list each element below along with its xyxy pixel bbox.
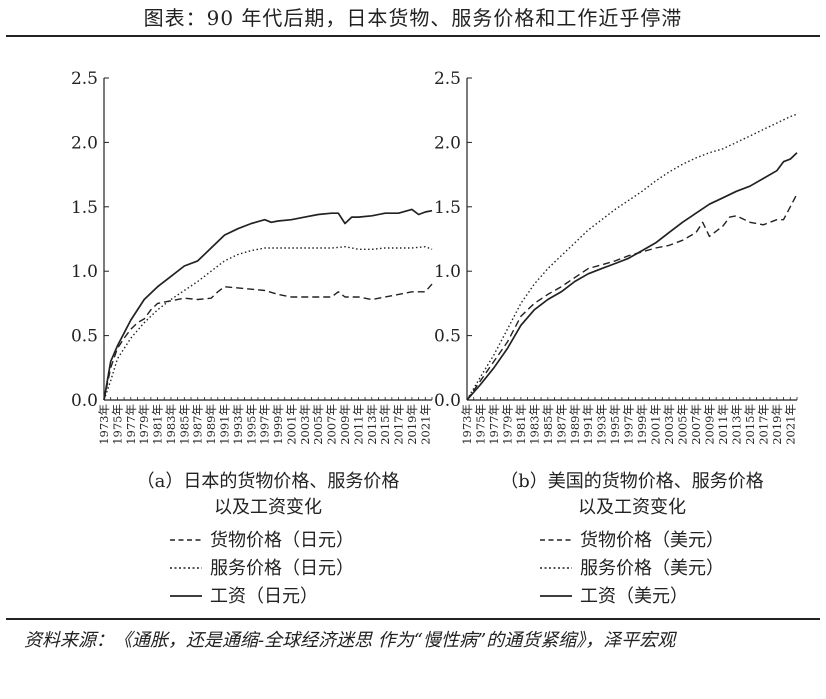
x-tick-label: 2001年 — [284, 404, 298, 445]
y-tick-label: 2.5 — [71, 69, 98, 89]
series-line-goods — [103, 283, 433, 401]
series-line-wages — [103, 208, 433, 401]
y-tick-label: 1.0 — [71, 262, 98, 282]
x-tick-label: 2007年 — [325, 404, 339, 445]
y-tick-label: 0.5 — [71, 327, 98, 347]
x-tick-label: 2019年 — [770, 404, 784, 445]
x-tick-label: 1983年 — [527, 404, 541, 445]
chart-caption: （b）美国的货物价格、服务价格 — [500, 471, 764, 492]
legend-label: 工资（日元） — [210, 586, 318, 607]
x-tick-label: 1997年 — [258, 404, 272, 445]
x-tick-label: 2011年 — [351, 404, 365, 445]
legend-label: 服务价格（日元） — [210, 558, 354, 579]
x-tick-label: 1993年 — [231, 404, 245, 445]
x-tick-label: 1973年 — [460, 404, 474, 445]
chart-caption: （a）日本的货物价格、服务价格 — [137, 471, 400, 492]
x-tick-label: 1999年 — [635, 404, 649, 445]
source-note: 资料来源：《通胀，还是通缩-全球经济迷思 作为“慢性病”的通货紧缩》，泽平宏观 — [24, 630, 676, 651]
x-tick-label: 1985年 — [541, 404, 555, 445]
x-tick-label: 1993年 — [595, 404, 609, 445]
series-line-services — [466, 113, 798, 401]
x-tick-label: 2013年 — [365, 404, 379, 445]
y-tick-label: 0.5 — [434, 327, 461, 347]
x-tick-label: 2009年 — [702, 404, 716, 445]
y-tick-label: 0.0 — [71, 391, 98, 411]
legend-label: 货物价格（日元） — [210, 530, 354, 551]
x-tick-label: 1981年 — [514, 404, 528, 445]
x-tick-label: 1991年 — [217, 404, 231, 445]
x-tick-label: 1975年 — [473, 404, 487, 445]
x-tick-label: 2005年 — [676, 404, 690, 445]
x-tick-label: 1979年 — [500, 404, 514, 445]
x-tick-label: 1999年 — [271, 404, 285, 445]
x-tick-label: 1989年 — [204, 404, 218, 445]
y-tick-label: 1.0 — [434, 262, 461, 282]
x-tick-label: 2015年 — [378, 404, 392, 445]
y-tick-label: 1.5 — [434, 198, 461, 218]
y-tick-label: 0.0 — [434, 391, 461, 411]
x-tick-label: 1983年 — [164, 404, 178, 445]
x-tick-label: 2009年 — [338, 404, 352, 445]
chart-caption: 以及工资变化 — [214, 497, 322, 518]
x-tick-label: 1995年 — [608, 404, 622, 445]
y-tick-label: 1.5 — [71, 198, 98, 218]
x-tick-label: 2019年 — [405, 404, 419, 445]
x-tick-label: 2017年 — [392, 404, 406, 445]
x-tick-label: 1995年 — [244, 404, 258, 445]
chart-caption: 以及工资变化 — [578, 497, 686, 518]
x-tick-label: 1981年 — [151, 404, 165, 445]
x-tick-label: 1989年 — [568, 404, 582, 445]
x-tick-label: 2003年 — [662, 404, 676, 445]
x-tick-label: 1987年 — [554, 404, 568, 445]
y-tick-label: 2.0 — [71, 133, 98, 153]
series-line-wages — [466, 152, 798, 401]
page-title: 图表：90 年代后期，日本货物、服务价格和工作近乎停滞 — [143, 6, 683, 30]
x-tick-label: 2021年 — [783, 404, 797, 445]
y-tick-label: 2.5 — [434, 69, 461, 89]
x-tick-label: 2013年 — [729, 404, 743, 445]
x-tick-label: 2015年 — [743, 404, 757, 445]
x-tick-label: 1975年 — [110, 404, 124, 445]
x-tick-label: 1979年 — [137, 404, 151, 445]
x-tick-label: 2017年 — [756, 404, 770, 445]
x-tick-label: 1997年 — [622, 404, 636, 445]
bottom-rule — [6, 618, 820, 620]
x-tick-label: 1973年 — [97, 404, 111, 445]
x-tick-label: 2021年 — [418, 404, 432, 445]
legend-label: 服务价格（美元） — [580, 558, 724, 579]
legend-label: 工资（美元） — [580, 586, 688, 607]
series-line-goods — [466, 193, 798, 401]
x-tick-label: 2007年 — [689, 404, 703, 445]
x-tick-label: 2011年 — [716, 404, 730, 445]
x-tick-label: 1977年 — [124, 404, 138, 445]
legend-label: 货物价格（美元） — [580, 530, 724, 551]
x-tick-label: 1987年 — [191, 404, 205, 445]
x-tick-label: 1977年 — [487, 404, 501, 445]
top-rule — [6, 35, 820, 37]
series-line-services — [103, 245, 433, 401]
x-tick-label: 1991年 — [581, 404, 595, 445]
x-tick-label: 1985年 — [177, 404, 191, 445]
x-tick-label: 2001年 — [649, 404, 663, 445]
y-tick-label: 2.0 — [434, 133, 461, 153]
x-tick-label: 2003年 — [298, 404, 312, 445]
x-tick-label: 2005年 — [311, 404, 325, 445]
